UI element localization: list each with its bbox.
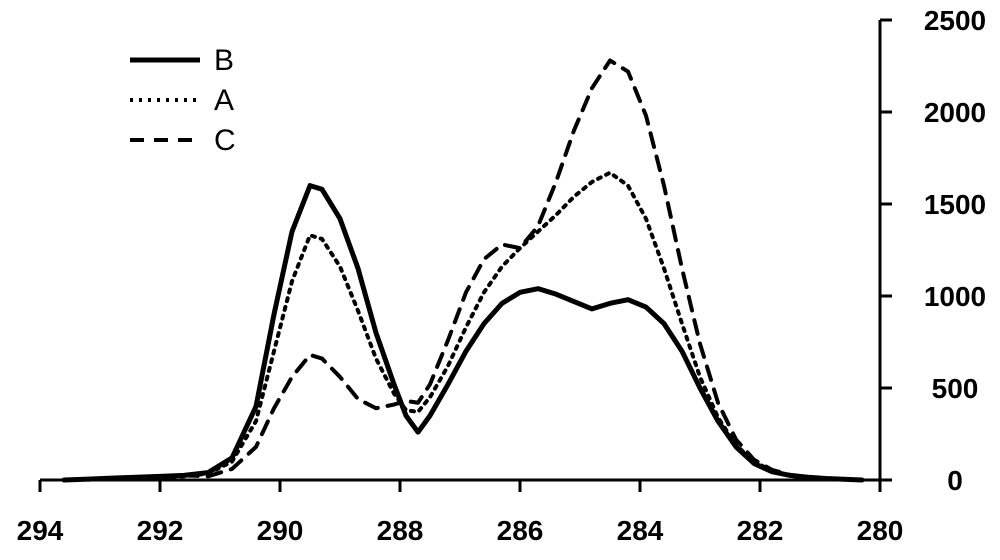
x-tick-label: 286 [497,515,544,546]
legend: BAC [130,44,236,157]
x-tick-label: 292 [137,515,184,546]
series-A [64,173,862,480]
series-C [64,60,862,480]
y-tick-label: 1500 [924,189,986,220]
x-tick-label: 288 [377,515,424,546]
series-group [64,60,862,480]
legend-label-A: A [214,84,234,117]
y-tick-label: 2000 [924,97,986,128]
y-tick-label: 500 [932,373,979,404]
x-tick-label: 294 [17,515,64,546]
axes [40,20,880,480]
y-tick-label: 0 [947,465,963,496]
spectrum-line-chart: 294 292 290 288 286 284 282 280 0 500 1000 1500 2000… [0,0,1000,560]
x-tick-label: 290 [257,515,304,546]
x-tick-label: 284 [617,515,664,546]
legend-label-B: B [214,44,234,77]
x-ticks: 294 292 290 288 286 284 282 280 [17,480,904,546]
x-tick-label: 282 [737,515,784,546]
y-tick-label: 2500 [924,5,986,36]
legend-label-C: C [214,124,236,157]
chart-container: 294 292 290 288 286 284 282 280 0 500 1000 1500 2000… [0,0,1000,560]
x-tick-label: 280 [857,515,904,546]
y-ticks: 0 500 1000 1500 2000 2500 [880,5,986,496]
y-tick-label: 1000 [924,281,986,312]
